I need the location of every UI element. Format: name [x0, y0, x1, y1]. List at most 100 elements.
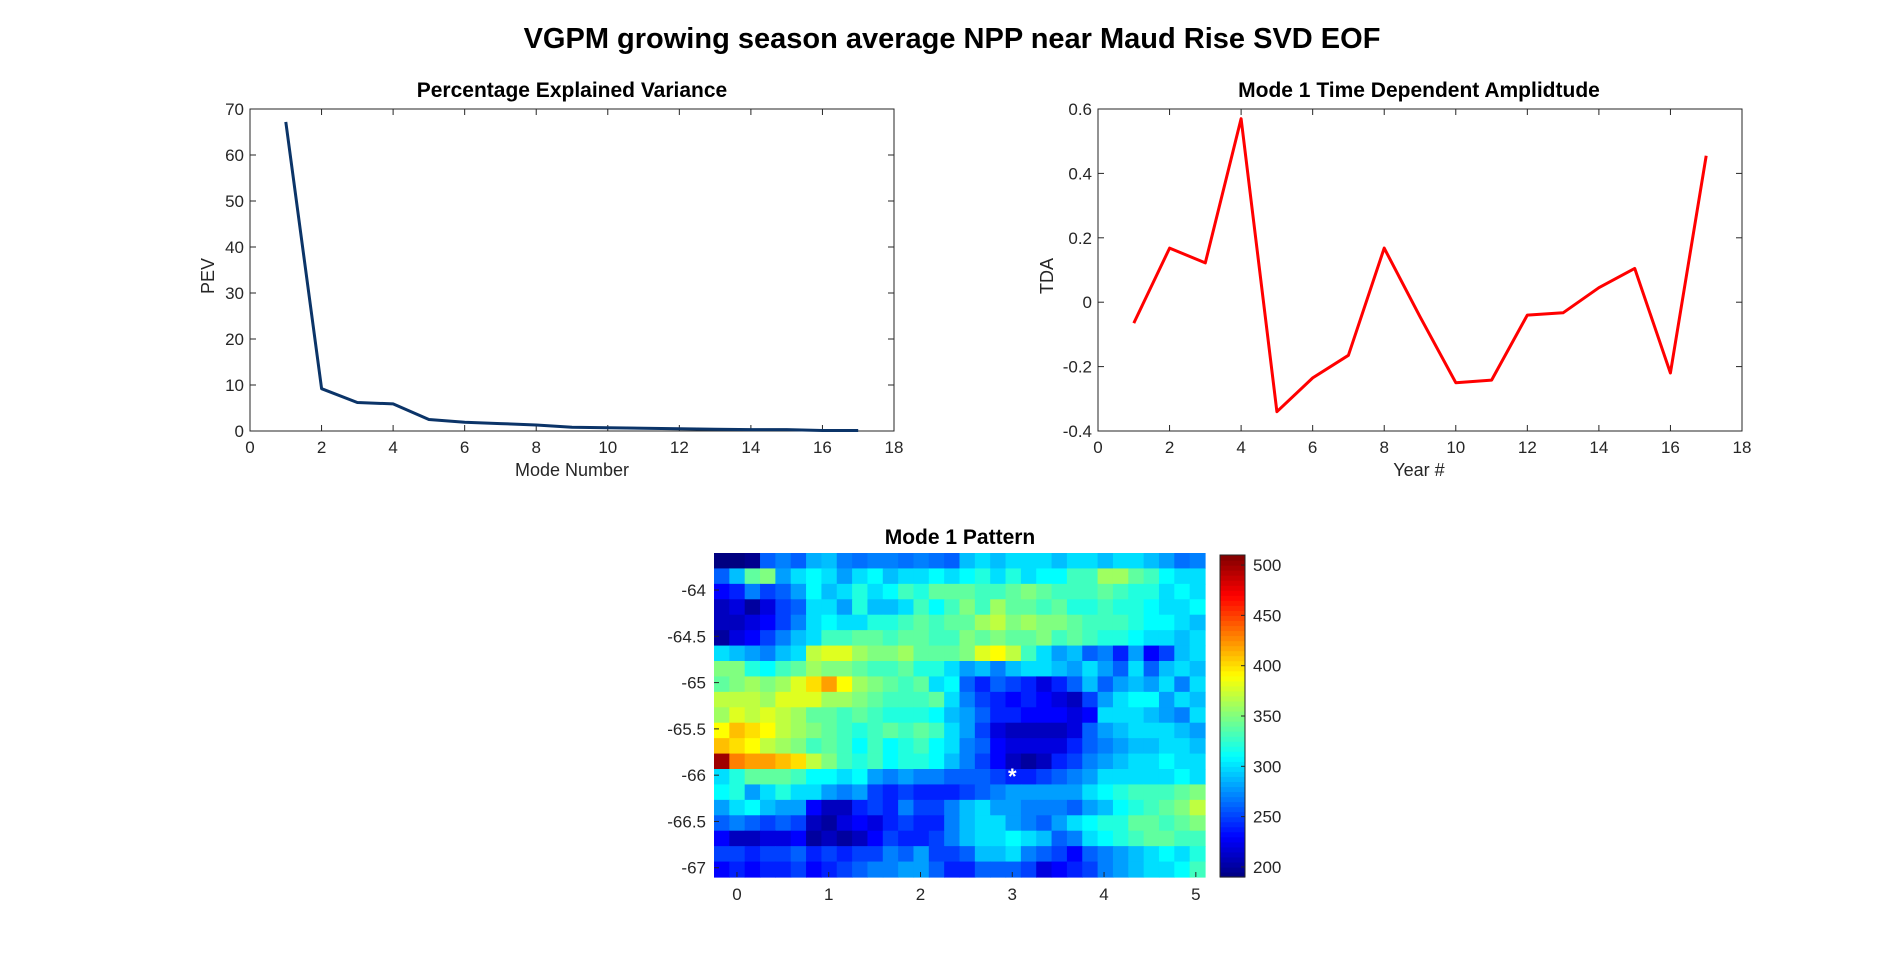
heatmap-cell — [775, 583, 792, 600]
heatmap-cell — [959, 815, 976, 832]
heatmap-cell — [1112, 799, 1129, 816]
heatmap-cell — [1143, 753, 1160, 770]
heatmap-cell — [775, 661, 792, 678]
tda-plot-frame — [1097, 108, 1743, 432]
heatmap-cell — [821, 630, 838, 647]
pev-y-axis-label: PEV — [198, 258, 218, 294]
heatmap-cell — [1005, 583, 1022, 600]
heatmap-cell — [806, 784, 822, 801]
heatmap-cell — [974, 553, 991, 570]
heatmap-cell — [1051, 830, 1068, 847]
colorbar-swatch — [1220, 675, 1245, 682]
heatmap-cell — [852, 784, 869, 801]
heatmap-cell — [1082, 676, 1099, 693]
heatmap-cell — [1036, 645, 1053, 662]
colorbar-swatch — [1220, 816, 1245, 823]
colorbar-swatch — [1220, 565, 1245, 571]
heatmap-cell — [744, 830, 761, 847]
heatmap-cell — [775, 599, 792, 616]
heatmap-cell — [1082, 614, 1099, 631]
heatmap-cell — [1097, 614, 1114, 631]
heatmap-cell — [744, 599, 761, 616]
heatmap-cell — [821, 769, 838, 786]
heatmap-cell — [821, 676, 838, 693]
heatmap-cell — [1005, 553, 1022, 570]
heatmap-cell — [714, 553, 730, 570]
heatmap-cell — [867, 769, 884, 786]
heatmap-ytick-label: -65.5 — [667, 720, 706, 739]
heatmap-cell — [1189, 753, 1206, 770]
heatmap-cell — [974, 861, 991, 878]
heatmap-cell — [1036, 738, 1053, 755]
heatmap-cell — [836, 815, 853, 832]
heatmap-cell — [1036, 553, 1053, 570]
heatmap-cell — [744, 799, 761, 816]
heatmap-cell — [959, 784, 976, 801]
heatmap-cell — [714, 614, 730, 631]
heatmap-cell — [790, 861, 807, 878]
heatmap-cell — [913, 722, 930, 739]
heatmap-cell — [1066, 722, 1083, 739]
colorbar-swatch — [1220, 806, 1245, 813]
heatmap-cell — [1128, 722, 1145, 739]
heatmap-cell — [1174, 815, 1191, 832]
heatmap-cell — [1020, 661, 1037, 678]
heatmap-cell — [882, 738, 899, 755]
heatmap-cell — [1082, 846, 1099, 863]
heatmap-cell — [852, 722, 869, 739]
colorbar-swatch — [1220, 680, 1245, 687]
heatmap-cell — [852, 846, 869, 863]
heatmap-cell — [836, 753, 853, 770]
heatmap-cell — [775, 707, 792, 724]
heatmap-cell — [959, 846, 976, 863]
colorbar-swatch — [1220, 836, 1245, 843]
heatmap-cell — [882, 830, 899, 847]
colorbar-swatch — [1220, 640, 1245, 647]
heatmap-cell — [944, 846, 961, 863]
heatmap-cell — [714, 830, 730, 847]
heatmap-cell — [1066, 661, 1083, 678]
heatmap-cell — [806, 661, 822, 678]
tda-ytick-label: -0.4 — [1063, 422, 1092, 441]
heatmap-cell — [729, 830, 746, 847]
pev-xtick-label: 0 — [245, 438, 254, 457]
heatmap-cell — [790, 661, 807, 678]
heatmap-cell — [729, 707, 746, 724]
heatmap-cell — [806, 645, 822, 662]
heatmap-cell — [1051, 784, 1068, 801]
heatmap-cell — [821, 738, 838, 755]
heatmap-cell — [944, 614, 961, 631]
heatmap-cell — [990, 753, 1007, 770]
heatmap-cell — [898, 583, 915, 600]
heatmap-cell — [959, 722, 976, 739]
heatmap-cell — [821, 784, 838, 801]
colorbar-swatch — [1220, 731, 1245, 737]
heatmap-cell — [1005, 568, 1022, 585]
heatmap-cell — [898, 691, 915, 708]
heatmap-cell — [729, 599, 746, 616]
heatmap-cell — [1082, 722, 1099, 739]
heatmap-cell — [1020, 676, 1037, 693]
heatmap-cell — [1082, 753, 1099, 770]
heatmap-cell — [1005, 753, 1022, 770]
heatmap-cell — [821, 830, 838, 847]
heatmap-cell — [867, 553, 884, 570]
heatmap-cell — [1128, 815, 1145, 832]
heatmap-cell — [1051, 722, 1068, 739]
tda-ytick-label: -0.2 — [1063, 358, 1092, 377]
heatmap-cell — [714, 691, 730, 708]
heatmap-cell — [836, 799, 853, 816]
heatmap-cell — [1174, 630, 1191, 647]
tda-x-axis-label: Year # — [1393, 460, 1444, 480]
heatmap-cell — [959, 769, 976, 786]
heatmap-cell — [1112, 784, 1129, 801]
heatmap-cell — [1128, 645, 1145, 662]
heatmap-cell — [744, 553, 761, 570]
heatmap-cell — [821, 861, 838, 878]
heatmap-cell — [867, 753, 884, 770]
heatmap-cell — [760, 645, 776, 662]
heatmap-cell — [1036, 568, 1053, 585]
heatmap-cell — [1005, 830, 1022, 847]
heatmap-cell — [990, 553, 1007, 570]
